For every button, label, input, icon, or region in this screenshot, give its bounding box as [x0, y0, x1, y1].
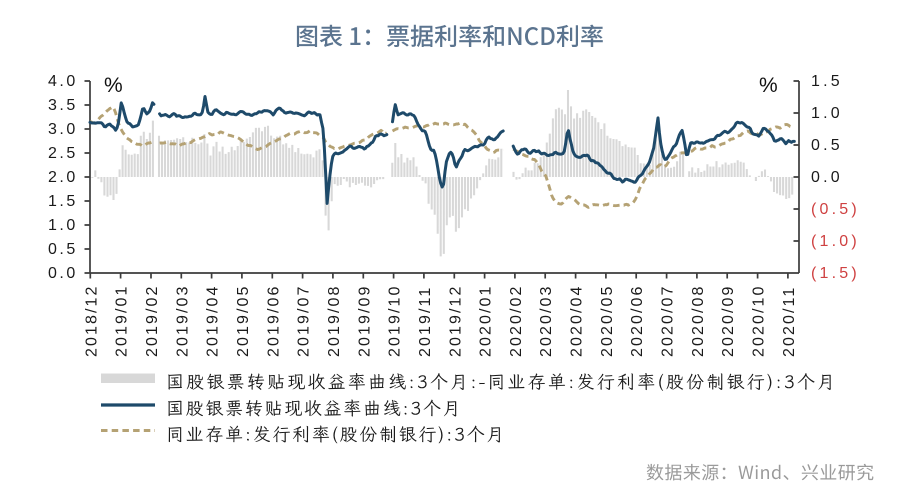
svg-text:2020/07: 2020/07: [660, 284, 677, 357]
svg-text:2020/03: 2020/03: [538, 284, 555, 357]
svg-text:(0.5): (0.5): [811, 201, 860, 218]
svg-text:2.0: 2.0: [48, 169, 78, 186]
svg-text:2020/01: 2020/01: [478, 284, 495, 357]
svg-text:%: %: [759, 74, 778, 97]
svg-text:0.0: 0.0: [811, 169, 843, 186]
svg-text:2019/09: 2019/09: [356, 284, 373, 357]
svg-text:1.0: 1.0: [811, 105, 843, 122]
svg-text:(1.0): (1.0): [811, 233, 860, 250]
svg-text:3.5: 3.5: [48, 97, 78, 114]
svg-text:2019/10: 2019/10: [387, 284, 404, 357]
svg-text:2.5: 2.5: [48, 145, 78, 162]
svg-text:2019/03: 2019/03: [174, 284, 191, 357]
svg-text:2020/04: 2020/04: [569, 284, 586, 357]
svg-text:2020/08: 2020/08: [690, 284, 707, 357]
svg-text:2019/12: 2019/12: [447, 284, 464, 357]
svg-text:2020/11: 2020/11: [781, 286, 798, 357]
svg-text:2019/02: 2019/02: [144, 284, 161, 357]
svg-text:%: %: [104, 74, 123, 97]
svg-text:2020/06: 2020/06: [629, 284, 646, 357]
svg-text:2019/05: 2019/05: [235, 284, 252, 357]
svg-text:0.5: 0.5: [811, 137, 843, 154]
svg-text:0.5: 0.5: [48, 241, 78, 258]
svg-text:1.5: 1.5: [48, 193, 78, 210]
svg-text:2020/05: 2020/05: [599, 284, 616, 357]
svg-text:2018/12: 2018/12: [83, 284, 100, 357]
svg-text:2019/08: 2019/08: [326, 284, 343, 357]
svg-text:2020/02: 2020/02: [508, 284, 525, 357]
svg-text:(1.5): (1.5): [811, 265, 860, 282]
svg-text:1.0: 1.0: [48, 217, 78, 234]
svg-text:4.0: 4.0: [48, 73, 78, 90]
svg-text:2019/11: 2019/11: [417, 286, 434, 357]
svg-text:1.5: 1.5: [811, 73, 843, 90]
svg-text:3.0: 3.0: [48, 121, 78, 138]
svg-text:2020/09: 2020/09: [720, 284, 737, 357]
svg-text:2019/07: 2019/07: [296, 284, 313, 357]
svg-text:2019/01: 2019/01: [114, 284, 131, 357]
svg-text:0.0: 0.0: [48, 265, 78, 282]
svg-text:2019/06: 2019/06: [265, 284, 282, 357]
svg-text:2019/04: 2019/04: [205, 284, 222, 357]
svg-text:2020/10: 2020/10: [751, 284, 768, 357]
